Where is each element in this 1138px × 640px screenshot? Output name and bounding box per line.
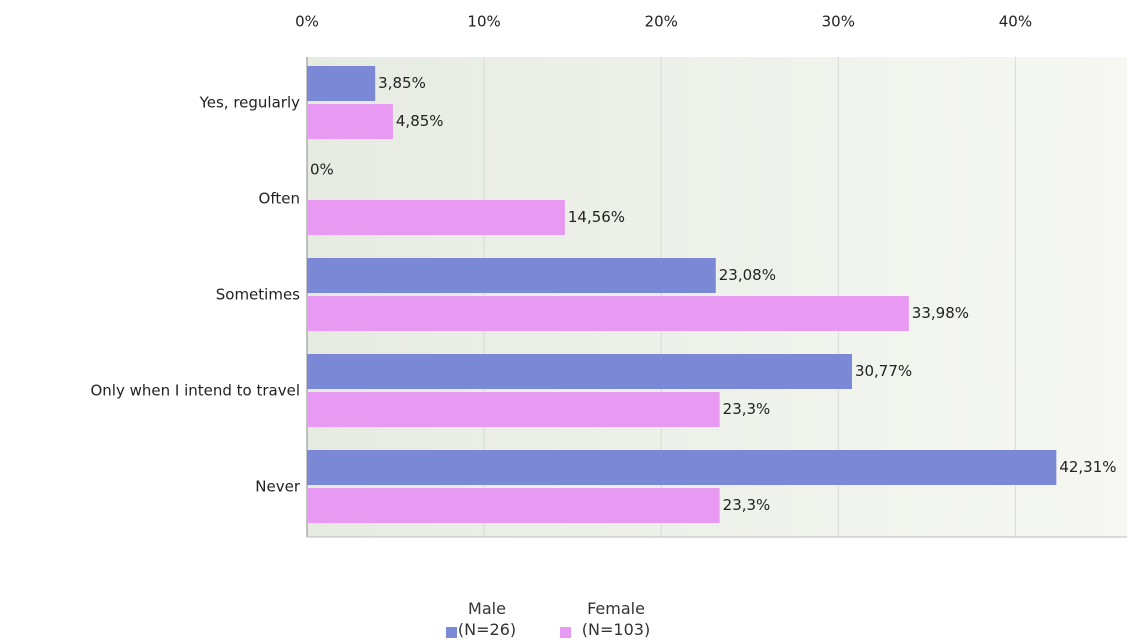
y-tick-label: Often <box>259 190 300 208</box>
data-label: 4,85% <box>396 112 444 130</box>
data-label: 3,85% <box>378 74 426 92</box>
data-label: 0% <box>310 161 334 179</box>
bar <box>307 392 720 427</box>
data-label: 33,98% <box>912 304 969 322</box>
y-tick-label: Only when I intend to travel <box>90 382 300 400</box>
y-tick-label: Yes, regularly <box>199 94 301 112</box>
data-label: 23,3% <box>723 400 771 418</box>
data-label: 23,08% <box>719 266 776 284</box>
legend-label: Female (N=103) <box>581 599 651 639</box>
legend-swatch <box>560 627 571 638</box>
data-label: 23,3% <box>723 496 771 514</box>
x-tick-label: 40% <box>999 13 1032 31</box>
y-tick-label: Never <box>255 478 301 496</box>
bar <box>307 200 565 235</box>
bar <box>307 66 376 101</box>
legend-swatch <box>446 627 457 638</box>
bar <box>307 488 720 523</box>
data-label: 30,77% <box>855 362 912 380</box>
y-tick-label: Sometimes <box>216 286 300 304</box>
x-tick-label: 0% <box>295 13 319 31</box>
bar <box>307 258 716 293</box>
bar <box>307 450 1057 485</box>
x-tick-label: 20% <box>645 13 678 31</box>
x-tick-label: 10% <box>467 13 500 31</box>
data-label: 14,56% <box>568 208 625 226</box>
bar <box>307 104 393 139</box>
x-tick-label: 30% <box>822 13 855 31</box>
legend-label: Male (N=26) <box>457 599 517 639</box>
bar <box>307 296 909 331</box>
data-label: 42,31% <box>1059 458 1116 476</box>
bar <box>307 354 852 389</box>
